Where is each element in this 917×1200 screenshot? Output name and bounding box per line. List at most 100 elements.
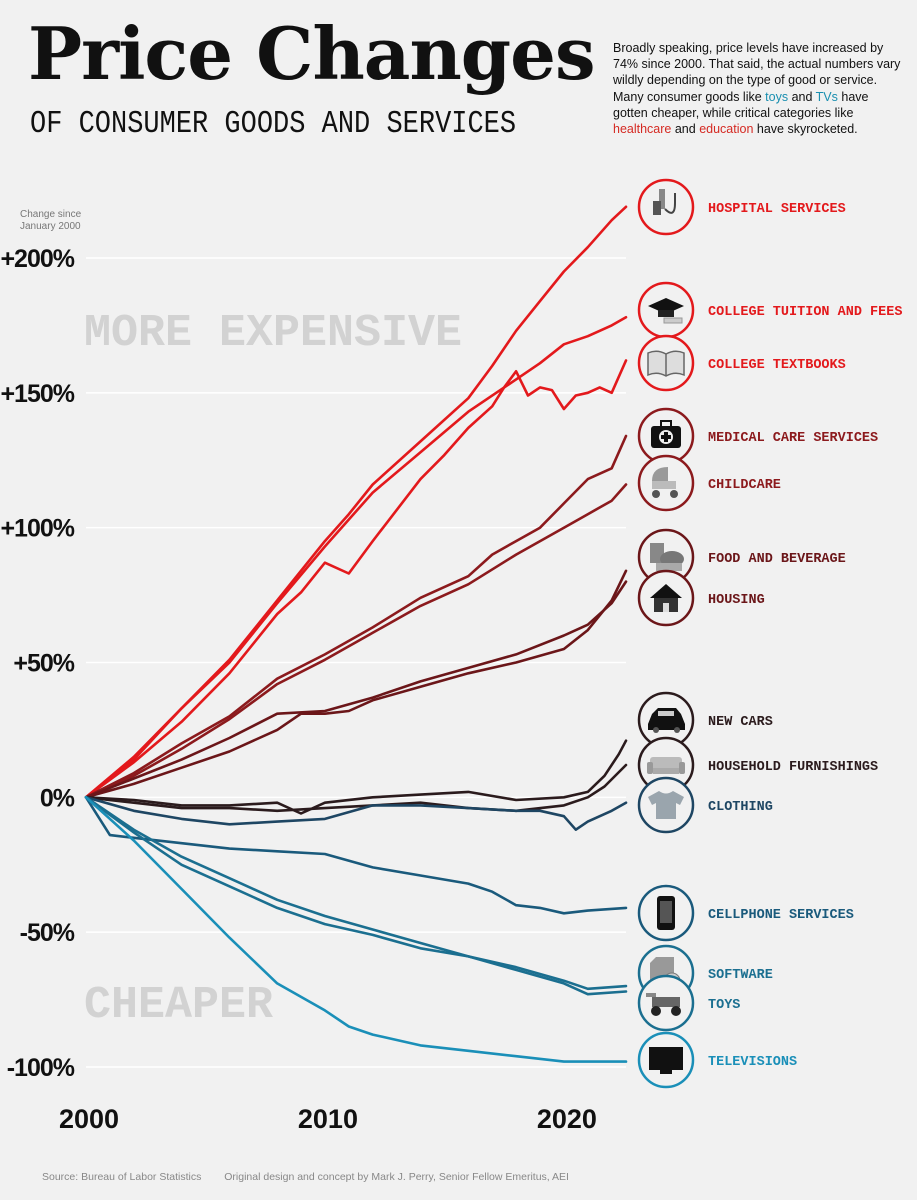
y-tick-label: +100%	[0, 515, 74, 543]
series-line	[84, 434, 628, 799]
x-tick-label: 2000	[59, 1104, 119, 1134]
axis-note: Change since	[20, 209, 82, 220]
page-title: Price Changes	[28, 11, 595, 96]
sofa-icon	[647, 757, 685, 774]
series-label-group: COLLEGE TEXTBOOKS	[637, 334, 846, 392]
y-tick-label: -50%	[20, 919, 75, 947]
series-label-group: HOUSEHOLD FURNISHINGS	[637, 736, 878, 794]
icon-circle	[637, 178, 695, 236]
glyph-part	[663, 317, 683, 324]
series-line	[84, 580, 628, 799]
series-line	[84, 763, 628, 813]
intro-part2: have gotten cheaper, while critical cate…	[613, 89, 869, 120]
series-label: NEW CARS	[708, 715, 773, 730]
house-icon	[650, 584, 682, 612]
y-tick-label: 0%	[40, 784, 75, 812]
series-line	[84, 483, 628, 799]
source-note: Source: Bureau of Labor Statistics	[42, 1171, 202, 1183]
series-line	[84, 739, 628, 815]
glyph-part	[648, 791, 684, 819]
glyph-part	[651, 1006, 661, 1016]
series-label: MEDICAL CARE SERVICES	[708, 431, 878, 446]
series-label: HOUSEHOLD FURNISHINGS	[708, 760, 878, 775]
zone-label-cheaper: CHEAPER	[84, 980, 273, 1031]
glyph-part	[664, 193, 676, 214]
series-label: FOOD AND BEVERAGE	[708, 552, 846, 567]
page-subtitle: OF CONSUMER GOODS AND SERVICES	[30, 108, 517, 143]
glyph-part	[679, 762, 685, 774]
glyph-part	[659, 189, 665, 209]
series-label-group: COLLEGE TUITION AND FEES	[637, 281, 902, 339]
y-tick-label: -100%	[7, 1054, 75, 1082]
series-label-group: MEDICAL CARE SERVICES	[637, 407, 878, 465]
phone-icon	[657, 896, 675, 930]
series-line	[84, 316, 628, 799]
stroller-icon	[652, 467, 678, 498]
glyph-part	[652, 467, 668, 481]
y-tick-label: +50%	[13, 650, 74, 678]
glyph-part	[653, 727, 659, 733]
series-line	[84, 796, 628, 996]
series-line	[84, 796, 628, 915]
glyph-part	[670, 490, 678, 498]
glyph-part	[647, 762, 653, 774]
series-label-group: HOSPITAL SERVICES	[637, 178, 846, 236]
intro-and2: and	[671, 122, 700, 137]
intro-part1: Broadly speaking, price levels have incr…	[613, 41, 901, 104]
series-label: SOFTWARE	[708, 968, 773, 983]
series-label-group: FOOD AND BEVERAGE	[637, 528, 846, 586]
intro-education: education	[699, 122, 754, 137]
food-icon	[650, 543, 684, 571]
series-label-group: TELEVISIONS	[637, 1031, 797, 1089]
intro-tvs: TVs	[815, 89, 838, 104]
glyph-part	[660, 1070, 672, 1074]
glyph-part	[653, 201, 661, 215]
hospital-icon	[653, 189, 676, 215]
x-tick-label: 2010	[298, 1104, 358, 1134]
series-label: HOUSING	[708, 593, 765, 608]
glyph-part	[646, 993, 656, 997]
toys-icon	[646, 993, 681, 1016]
intro-healthcare: healthcare	[613, 122, 672, 137]
series-label-group: NEW CARS	[637, 691, 773, 749]
car-icon	[648, 708, 685, 733]
series-label-group: TOYS	[637, 974, 740, 1032]
glyph-part	[653, 768, 679, 774]
series-label: COLLEGE TEXTBOOKS	[708, 358, 846, 373]
x-tick-label: 2020	[537, 1104, 597, 1134]
glyph-part	[658, 711, 674, 716]
glyph-part	[656, 563, 682, 571]
glyph-part	[650, 584, 682, 598]
glyph-part	[661, 432, 671, 442]
glyph-part	[674, 727, 680, 733]
tv-icon	[649, 1047, 683, 1074]
series-line	[84, 796, 628, 831]
intro-toys: toys	[765, 89, 789, 104]
series-label: CELLPHONE SERVICES	[708, 908, 854, 923]
glyph-part	[663, 603, 669, 612]
series-label-group: HOUSING	[637, 569, 765, 627]
glyph-part	[652, 490, 660, 498]
glyph-part	[648, 298, 684, 314]
graduation-cap-icon	[648, 298, 684, 324]
shirt-icon	[648, 791, 684, 819]
glyph-part	[652, 481, 676, 489]
glyph-part	[671, 1006, 681, 1016]
book-icon	[647, 350, 685, 377]
credit-note: Original design and concept by Mark J. P…	[224, 1171, 569, 1183]
glyph-part	[652, 997, 680, 1007]
series-line	[84, 569, 628, 799]
glyph-part	[650, 757, 682, 769]
series-label-group: CHILDCARE	[637, 454, 781, 512]
series-line	[84, 796, 628, 991]
series-label: CHILDCARE	[708, 478, 781, 493]
glyph-part	[660, 901, 672, 923]
series-label: CLOTHING	[708, 800, 773, 815]
series-label: TELEVISIONS	[708, 1055, 797, 1070]
y-tick-label: +150%	[0, 380, 74, 408]
intro-text: Broadly speaking, price levels have incr…	[613, 40, 903, 137]
glyph-part	[660, 420, 672, 428]
series-label-group: CLOTHING	[637, 776, 773, 834]
zone-label-more-expensive: MORE EXPENSIVE	[84, 308, 462, 359]
